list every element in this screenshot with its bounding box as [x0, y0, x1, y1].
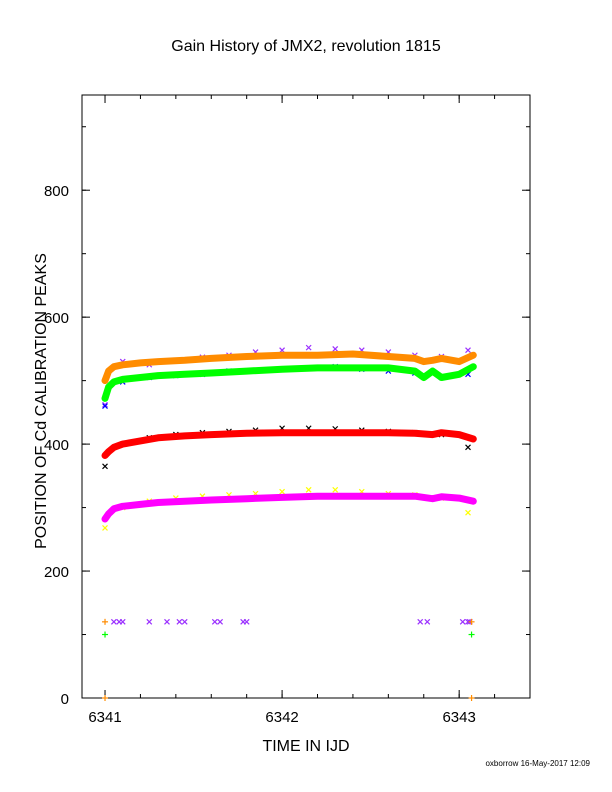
data-point-cross [417, 618, 424, 625]
series-line [101, 429, 477, 459]
cross-b [102, 401, 108, 408]
data-point-cross [279, 488, 286, 495]
data-point-cross [332, 486, 339, 493]
y-tick-label: 200 [44, 564, 69, 581]
data-point-cross [102, 403, 108, 409]
data-point-cross [102, 463, 108, 470]
data-point-plus [102, 618, 109, 625]
cross-b [211, 618, 218, 625]
data-point-cross [110, 618, 117, 625]
data-point-cross [211, 618, 218, 625]
series-11 [102, 695, 475, 701]
y-tick-label: 400 [44, 437, 69, 454]
cross-b [465, 618, 471, 625]
cross-b [459, 618, 466, 625]
data-point-cross [305, 344, 312, 351]
series-5 [101, 429, 477, 459]
cross-b [102, 524, 108, 531]
data-point-cross [102, 401, 108, 408]
data-point-plus [468, 631, 475, 638]
cross-b [332, 345, 339, 352]
data-point-cross [465, 347, 471, 354]
series-10 [102, 631, 475, 638]
cross-b [146, 618, 153, 625]
x-tick-label: 6342 [265, 709, 298, 726]
data-point-cross [305, 486, 312, 493]
data-point-plus [468, 618, 475, 625]
cross-b [465, 444, 471, 451]
data-point-cross [181, 618, 188, 625]
series-7 [101, 492, 477, 523]
chart-marks [101, 344, 477, 701]
footer-stamp: oxborrow 16-May-2017 12:09 [485, 759, 590, 768]
x-tick-label: 6341 [88, 709, 121, 726]
data-point-cross [102, 524, 108, 531]
y-tick-label: 0 [61, 691, 69, 708]
cross-b [279, 488, 286, 495]
series-line [101, 492, 477, 523]
data-point-cross [164, 618, 170, 625]
x-axis-label: TIME IN IJD [262, 738, 350, 755]
cross-b [181, 618, 188, 625]
chart-title: Gain History of JMX2, revolution 1815 [171, 38, 441, 55]
cross-b [465, 347, 471, 354]
cross-b [119, 618, 126, 625]
data-point-cross [465, 618, 471, 625]
data-point-plus [468, 695, 475, 701]
cross-b [305, 344, 312, 351]
x-tick-label: 6343 [442, 709, 475, 726]
cross-b [102, 403, 108, 409]
cross-b [217, 618, 224, 625]
series-line [101, 350, 477, 385]
cross-b [424, 618, 431, 625]
data-point-plus [102, 631, 109, 638]
y-tick-label: 800 [44, 183, 69, 200]
cross-b [465, 509, 471, 516]
cross-b [176, 618, 183, 625]
series-8 [110, 618, 473, 625]
axis-ticks: 0 200 400 600 800 6341 6342 6343 [44, 95, 531, 726]
y-tick-label: 600 [44, 310, 69, 327]
data-point-cross [146, 618, 153, 625]
cross-b [110, 618, 117, 625]
data-point-cross [459, 618, 466, 625]
series-line [101, 363, 477, 402]
cross-b [102, 463, 108, 470]
cross-b [243, 618, 250, 625]
cross-b [417, 618, 424, 625]
data-point-cross [465, 444, 471, 451]
data-point-cross [119, 618, 126, 625]
data-point-cross [176, 618, 183, 625]
data-point-cross [217, 618, 224, 625]
cross-b [332, 486, 339, 493]
series-3 [101, 363, 477, 402]
data-point-cross [243, 618, 250, 625]
data-point-cross [465, 509, 471, 516]
data-point-plus [102, 695, 109, 701]
series-9 [102, 618, 475, 625]
cross-b [164, 618, 170, 625]
data-point-cross [424, 618, 431, 625]
plot-frame [81, 94, 531, 699]
data-point-cross [332, 345, 339, 352]
series-2 [101, 350, 477, 385]
cross-b [305, 486, 312, 493]
